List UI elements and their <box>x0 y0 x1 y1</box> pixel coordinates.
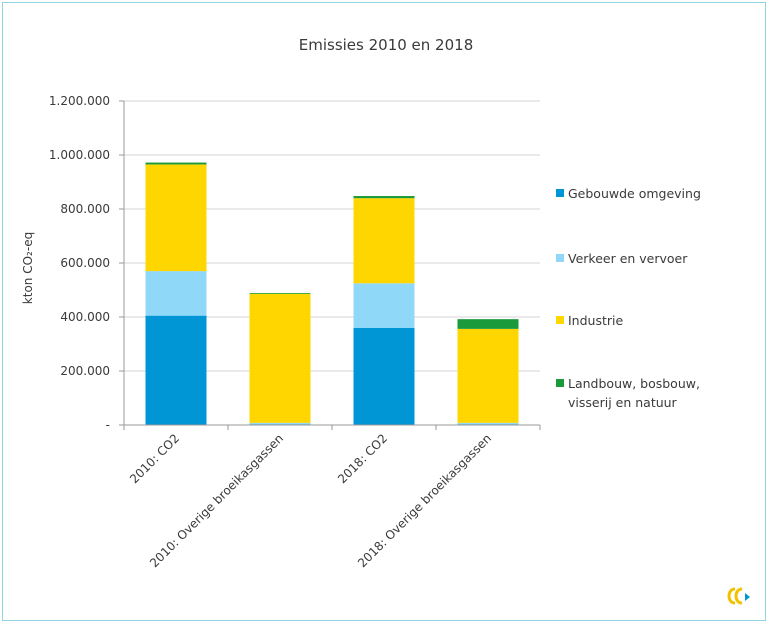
bar-segment <box>145 162 207 165</box>
legend-swatch <box>556 379 564 387</box>
legend: Gebouwde omgeving Verkeer en vervoer Indus… <box>556 186 701 410</box>
bar-segment <box>353 198 415 284</box>
legend-swatch <box>556 316 564 324</box>
bar-segment <box>457 319 519 329</box>
legend-label: Gebouwde omgeving <box>568 186 701 201</box>
y-tick-label: - <box>106 418 110 432</box>
y-tick-label: 1.200.000 <box>49 94 110 108</box>
legend-label: visserij en natuur <box>568 395 678 410</box>
y-axis-ticks: - 200.000 400.000 600.000 800.000 1.000.000 1.… <box>49 94 124 432</box>
bar-segment <box>145 164 207 272</box>
y-tick-label: 200.000 <box>60 364 110 378</box>
bar-segment <box>457 328 519 423</box>
bar-segment <box>353 327 415 425</box>
y-tick-label: 800.000 <box>60 202 110 216</box>
legend-swatch <box>556 189 564 197</box>
bar-segment <box>457 422 519 425</box>
y-tick-label: 400.000 <box>60 310 110 324</box>
y-axis-label: kton CO₂-eq <box>21 232 35 304</box>
bar-segment <box>145 315 207 425</box>
x-tick-label: 2018: CO2 <box>335 431 390 486</box>
legend-label: Landbouw, bosbouw, <box>568 376 700 391</box>
y-tick-label: 1.000.000 <box>49 148 110 162</box>
logo-icon <box>727 587 750 605</box>
chart: Emissies 2010 en 2018 kton CO₂-eq - 200.0… <box>21 36 750 605</box>
bar-segment <box>353 196 415 199</box>
legend-swatch <box>556 254 564 262</box>
x-tick-label: 2010: CO2 <box>127 431 182 486</box>
x-axis <box>123 101 541 430</box>
bars <box>145 162 519 425</box>
bar-segment <box>249 293 311 423</box>
bar-segment <box>145 271 207 316</box>
chart-title: Emissies 2010 en 2018 <box>299 36 474 54</box>
bar-segment <box>353 283 415 328</box>
y-tick-label: 600.000 <box>60 256 110 270</box>
legend-label: Industrie <box>568 313 623 328</box>
bar-segment <box>249 292 311 294</box>
bar-segment <box>249 422 311 425</box>
legend-label: Verkeer en vervoer <box>568 251 688 266</box>
